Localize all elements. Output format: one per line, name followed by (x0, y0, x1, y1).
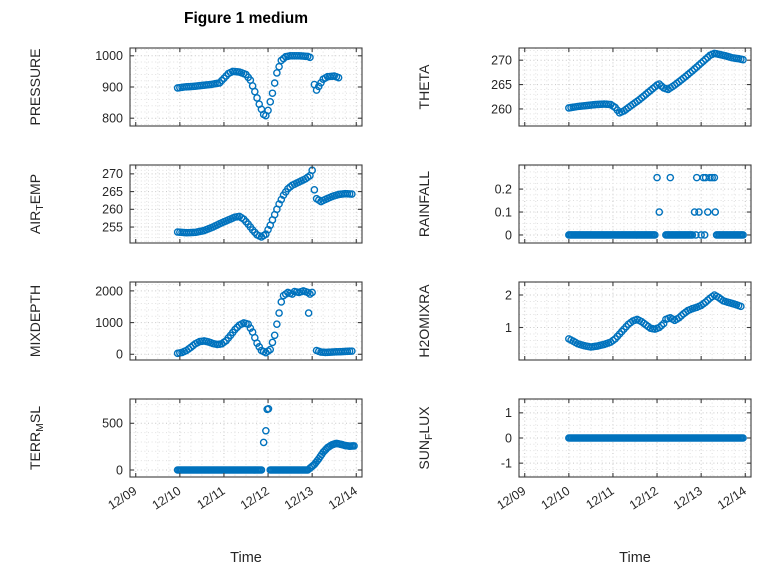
y-tick-label: 1 (505, 406, 512, 420)
y-tick-label: 0.2 (495, 182, 512, 196)
tick-labels: 12 (505, 288, 512, 335)
y-axis-label: RAINFALL (416, 171, 432, 237)
data-markers (173, 166, 356, 241)
axis-ticks (130, 48, 362, 126)
subplot-terr-msl: 0 500 12/09 12/10 12/11 12/12 12/13 12/14 TERRMS… (27, 398, 363, 513)
y-axis-label: AIRTEMP (27, 174, 46, 234)
x-tick-label: 12/14 (326, 484, 360, 513)
data-markers (565, 173, 747, 239)
x-tick-label: 12/09 (106, 484, 140, 513)
x-axis-label-row: Time Time (0, 545, 778, 571)
axis-ticks (130, 399, 362, 477)
data-markers (565, 434, 747, 442)
axis-ticks (130, 282, 362, 360)
y-tick-label: 2 (505, 288, 512, 302)
y-tick-label: 800 (102, 112, 123, 126)
subplot-air-temp: 255 260 265 270 AIRTEMP (27, 164, 363, 244)
axes-box (518, 47, 752, 127)
subplot-theta: 260 265 270 THETA (416, 47, 752, 127)
axes-box (129, 281, 363, 361)
y-axis-label: PRESSURE (27, 48, 43, 125)
tick-labels: 260 265 270 (491, 54, 512, 117)
axis-ticks (519, 399, 751, 477)
y-tick-label: 900 (102, 80, 123, 94)
tick-labels: 0 0.1 0.2 (495, 182, 512, 242)
axis-ticks (519, 282, 751, 360)
y-tick-label: 1000 (95, 49, 123, 63)
subplot-pressure: 800 900 1000 PRESSURE (27, 47, 363, 127)
grid-lines (130, 165, 362, 243)
axes-box (518, 281, 752, 361)
y-axis-label: H2OMIXRA (416, 284, 432, 358)
y-tick-label: 0 (505, 228, 512, 242)
y-axis-label: THETA (416, 64, 432, 110)
y-tick-label: 265 (102, 185, 123, 199)
axes-box (518, 164, 752, 244)
tick-labels: 0 500 12/09 12/10 12/11 12/12 12/13 12/14 (102, 417, 360, 513)
axis-ticks (519, 165, 751, 243)
data-markers (173, 405, 358, 474)
y-tick-label: 255 (102, 220, 123, 234)
x-tick-label: 12/13 (671, 484, 705, 513)
data-markers (565, 49, 747, 117)
y-tick-label: 0 (505, 431, 512, 445)
tick-labels: 800 900 1000 (95, 49, 123, 125)
y-tick-label: -1 (501, 457, 512, 471)
subplot-grid: 800 900 1000 PRESSURE 260 265 270 THETA 255 260… (0, 36, 778, 545)
axis-ticks (130, 165, 362, 243)
grid-lines (130, 399, 362, 477)
tick-labels: 0 1000 2000 (95, 284, 123, 361)
data-markers (173, 287, 356, 358)
x-tick-label: 12/12 (627, 484, 661, 513)
y-tick-label: 260 (102, 203, 123, 217)
y-tick-label: 260 (491, 102, 512, 116)
grid-lines (519, 48, 751, 126)
x-tick-label: 12/13 (282, 484, 316, 513)
y-tick-label: 0 (116, 463, 123, 477)
y-tick-label: 0.1 (495, 205, 512, 219)
subplot-rainfall: 0 0.1 0.2 RAINFALL (416, 164, 752, 244)
y-tick-label: 2000 (95, 284, 123, 298)
y-tick-label: 500 (102, 417, 123, 431)
y-tick-label: 1000 (95, 316, 123, 330)
subplot-mixdepth: 0 1000 2000 MIXDEPTH (27, 281, 363, 362)
y-tick-label: 270 (102, 167, 123, 181)
y-tick-label: 265 (491, 78, 512, 92)
y-axis-label: TERRMSL (27, 406, 46, 470)
x-axis-label-right: Time (619, 550, 651, 566)
axes-box (129, 398, 363, 478)
tick-labels: 255 260 265 270 (102, 167, 123, 234)
y-tick-label: 1 (505, 321, 512, 335)
x-tick-label: 12/10 (539, 484, 573, 513)
tick-labels: -1 0 1 12/09 12/10 12/11 12/12 12/13 12/14 (495, 406, 749, 512)
axes-box (129, 164, 363, 244)
x-tick-label: 12/14 (715, 484, 749, 513)
y-axis-label: SUNFLUX (416, 406, 435, 470)
y-tick-label: 270 (491, 54, 512, 68)
grid-lines (130, 48, 362, 126)
figure-header: Figure 1 medium (0, 2, 778, 36)
figure-title: Figure 1 medium (183, 10, 309, 27)
x-tick-label: 12/12 (238, 484, 272, 513)
y-tick-label: 0 (116, 348, 123, 362)
data-markers (173, 51, 343, 120)
x-tick-label: 12/11 (194, 484, 227, 512)
subplot-sun-flux: -1 0 1 12/09 12/10 12/11 12/12 12/13 12/14 SUNFLU… (416, 398, 752, 513)
x-axis-label-left: Time (230, 550, 262, 566)
data-markers (565, 291, 745, 351)
axis-ticks (519, 48, 751, 126)
x-tick-label: 12/10 (150, 484, 184, 513)
x-tick-label: 12/11 (583, 484, 616, 512)
y-axis-label: MIXDEPTH (27, 285, 43, 357)
x-tick-label: 12/09 (495, 484, 529, 513)
